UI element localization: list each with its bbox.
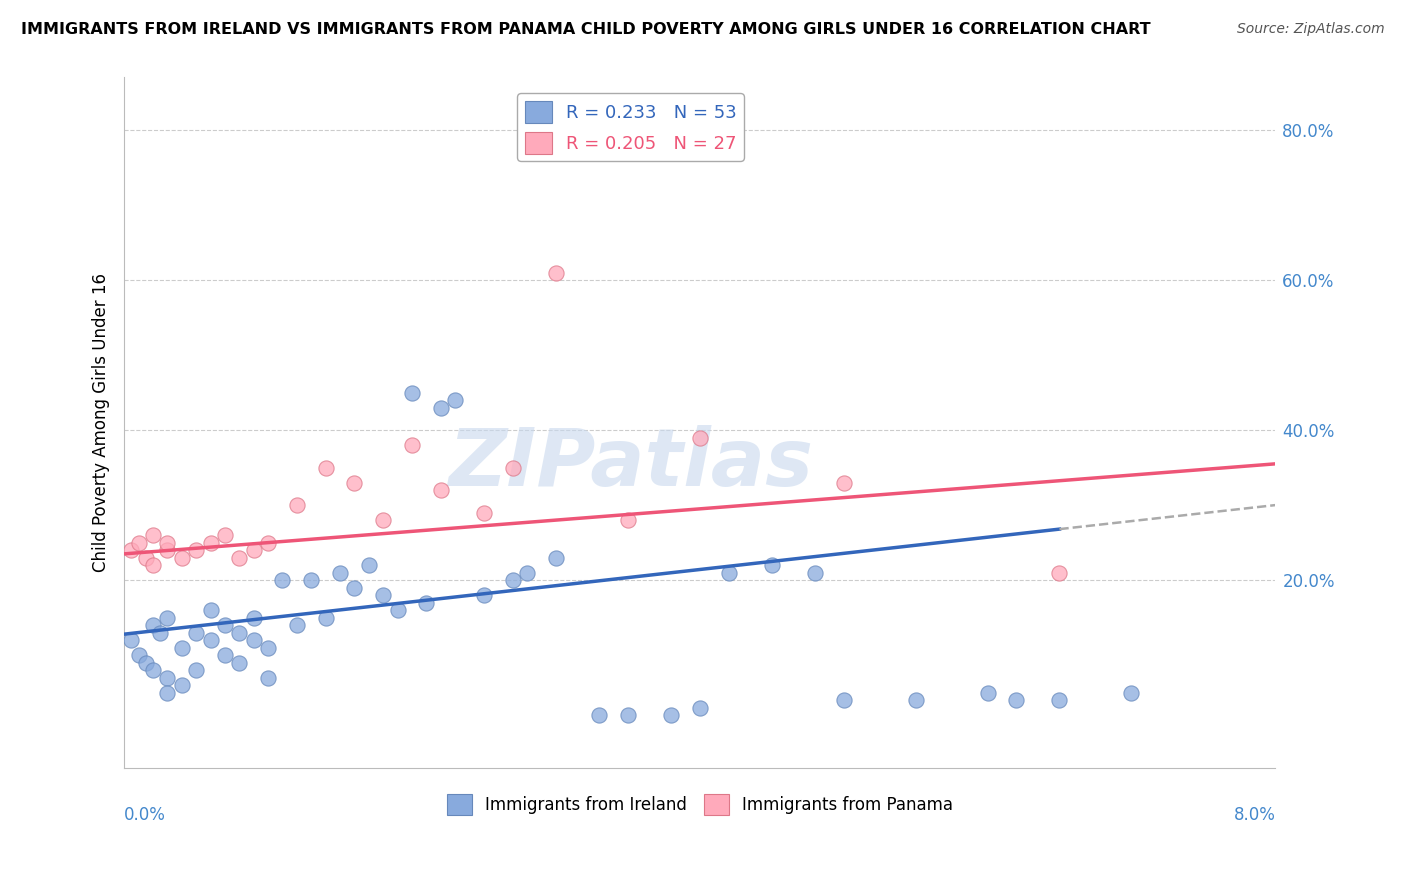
Point — [228, 656, 250, 670]
Point — [285, 618, 308, 632]
Point — [271, 573, 294, 587]
Point — [373, 588, 395, 602]
Point — [142, 528, 165, 542]
Point — [200, 633, 222, 648]
Point — [588, 708, 610, 723]
Point — [156, 543, 179, 558]
Text: 8.0%: 8.0% — [1233, 805, 1275, 823]
Point — [156, 610, 179, 624]
Y-axis label: Child Poverty Among Girls Under 16: Child Poverty Among Girls Under 16 — [93, 273, 110, 572]
Point — [976, 686, 998, 700]
Point — [214, 528, 236, 542]
Point — [299, 573, 322, 587]
Point — [142, 558, 165, 573]
Point — [387, 603, 409, 617]
Point — [343, 581, 366, 595]
Point — [170, 640, 193, 655]
Point — [659, 708, 682, 723]
Point — [544, 550, 567, 565]
Point — [617, 708, 640, 723]
Point — [228, 625, 250, 640]
Point — [285, 498, 308, 512]
Point — [142, 663, 165, 677]
Point — [689, 431, 711, 445]
Point — [186, 625, 208, 640]
Point — [1049, 693, 1071, 707]
Point — [832, 693, 855, 707]
Point — [804, 566, 827, 580]
Point — [761, 558, 783, 573]
Point — [242, 610, 264, 624]
Point — [544, 266, 567, 280]
Point — [142, 618, 165, 632]
Point — [120, 633, 142, 648]
Point — [1005, 693, 1028, 707]
Point — [1049, 566, 1071, 580]
Point — [1121, 686, 1143, 700]
Point — [415, 596, 437, 610]
Point — [401, 385, 423, 400]
Point — [516, 566, 538, 580]
Point — [242, 633, 264, 648]
Point — [357, 558, 380, 573]
Point — [170, 678, 193, 692]
Point — [832, 475, 855, 490]
Point — [242, 543, 264, 558]
Point — [200, 603, 222, 617]
Text: 0.0%: 0.0% — [124, 805, 166, 823]
Point — [502, 460, 524, 475]
Point — [315, 610, 337, 624]
Point — [257, 535, 280, 549]
Text: IMMIGRANTS FROM IRELAND VS IMMIGRANTS FROM PANAMA CHILD POVERTY AMONG GIRLS UNDE: IMMIGRANTS FROM IRELAND VS IMMIGRANTS FR… — [21, 22, 1150, 37]
Point — [156, 686, 179, 700]
Point — [257, 671, 280, 685]
Point — [904, 693, 927, 707]
Text: ZIPatlas: ZIPatlas — [449, 425, 813, 503]
Point — [214, 648, 236, 662]
Point — [149, 625, 172, 640]
Point — [228, 550, 250, 565]
Point — [373, 513, 395, 527]
Point — [429, 401, 451, 415]
Point — [156, 671, 179, 685]
Point — [689, 700, 711, 714]
Point — [315, 460, 337, 475]
Point — [214, 618, 236, 632]
Point — [444, 393, 467, 408]
Point — [186, 663, 208, 677]
Point — [128, 535, 150, 549]
Point — [717, 566, 740, 580]
Point — [472, 588, 495, 602]
Point — [186, 543, 208, 558]
Point — [257, 640, 280, 655]
Point — [617, 513, 640, 527]
Point — [502, 573, 524, 587]
Point — [472, 506, 495, 520]
Point — [170, 550, 193, 565]
Point — [329, 566, 352, 580]
Point — [135, 550, 157, 565]
Point — [343, 475, 366, 490]
Point — [200, 535, 222, 549]
Point — [120, 543, 142, 558]
Point — [429, 483, 451, 497]
Point — [128, 648, 150, 662]
Point — [156, 535, 179, 549]
Point — [401, 438, 423, 452]
Text: Source: ZipAtlas.com: Source: ZipAtlas.com — [1237, 22, 1385, 37]
Legend: Immigrants from Ireland, Immigrants from Panama: Immigrants from Ireland, Immigrants from… — [440, 788, 959, 822]
Point — [135, 656, 157, 670]
